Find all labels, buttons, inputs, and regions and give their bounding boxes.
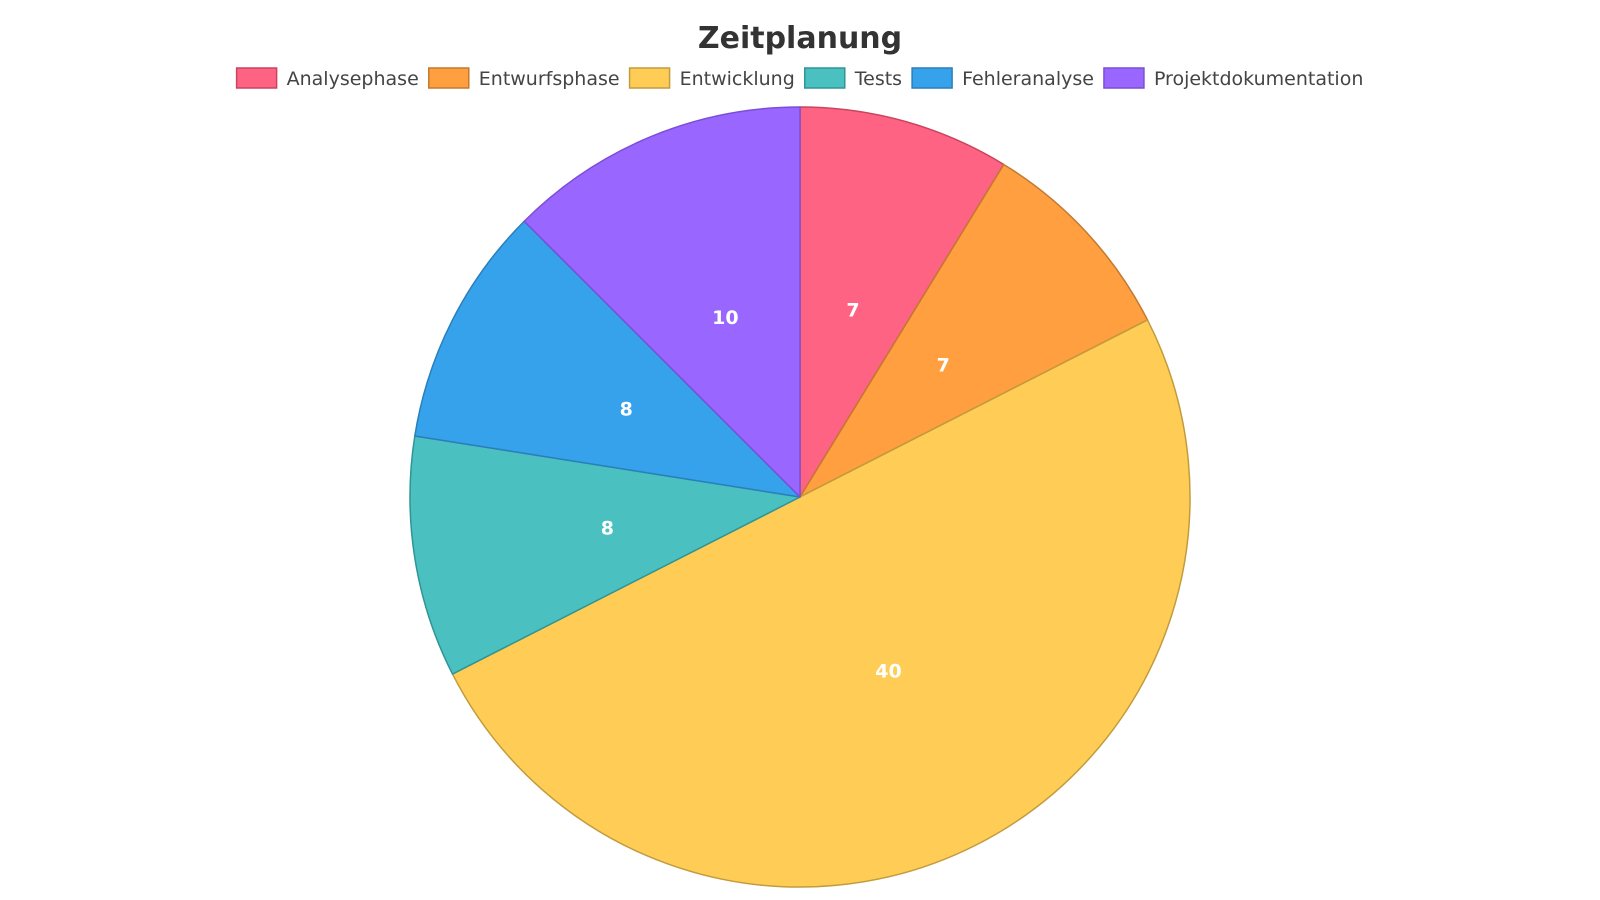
legend-swatch-projektdokumentation [1103, 67, 1145, 89]
legend-swatch-analysephase [235, 67, 278, 89]
data-label-projektdokumentation: 10 [712, 307, 738, 329]
legend-label-analysephase: Analysephase [287, 68, 419, 90]
legend-label-projektdokumentation: Projektdokumentation [1154, 68, 1363, 90]
legend-label-fehleranalyse: Fehleranalyse [962, 68, 1094, 90]
legend-item-analysephase[interactable]: Analysephase [235, 67, 419, 90]
pie-slice-tests[interactable] [409, 435, 801, 675]
data-label-analysephase: 7 [846, 299, 859, 321]
pie-slice-entwurfsphase[interactable] [799, 163, 1149, 498]
legend-item-fehleranalyse[interactable]: Fehleranalyse [911, 67, 1094, 90]
legend-label-entwurfsphase: Entwurfsphase [479, 68, 620, 90]
data-label-entwicklung: 40 [875, 661, 901, 683]
pie-slice-entwicklung[interactable] [451, 319, 1191, 887]
pie-slice-projektdokumentation[interactable] [523, 106, 801, 498]
legend-label-tests: Tests [854, 68, 902, 90]
chart-legend: Analysephase Entwurfsphase Entwicklung Test… [235, 67, 1363, 90]
legend-label-entwicklung: Entwicklung [680, 68, 795, 90]
legend-item-tests[interactable]: Tests [804, 67, 902, 90]
pie-data-labels: 7 7 40 8 8 10 [601, 299, 950, 682]
legend-item-entwurfsphase[interactable]: Entwurfsphase [428, 67, 620, 90]
legend-item-entwicklung[interactable]: Entwicklung [628, 67, 795, 90]
legend-swatch-entwicklung [628, 67, 671, 89]
legend-swatch-tests [804, 67, 846, 89]
pie-slice-fehleranalyse[interactable] [414, 220, 801, 498]
data-label-tests: 8 [601, 518, 614, 540]
legend-item-projektdokumentation[interactable]: Projektdokumentation [1103, 67, 1363, 90]
pie-slice-analysephase[interactable] [799, 106, 1005, 498]
chart-title: Zeitplanung [698, 21, 902, 56]
data-label-fehleranalyse: 8 [620, 398, 633, 420]
legend-swatch-entwurfsphase [428, 67, 470, 89]
data-label-entwurfsphase: 7 [937, 355, 950, 377]
pie-slices [409, 106, 1191, 887]
legend-swatch-fehleranalyse [911, 67, 953, 89]
